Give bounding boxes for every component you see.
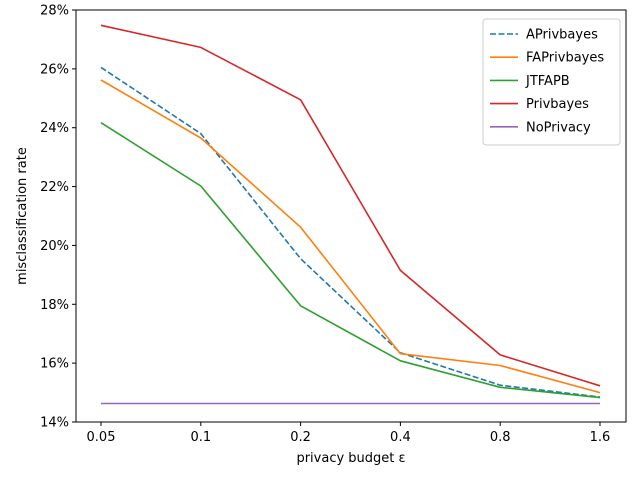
legend-label-aprivbayes: APrivbayes (526, 28, 598, 43)
y-tick-label: 20% (40, 239, 69, 254)
series-line-privbayes (100, 24, 601, 387)
y-axis-label: misclassification rate (15, 147, 30, 285)
series-line-faprivbayes (100, 79, 601, 394)
legend-label-faprivbayes: FAPrivbayes (526, 51, 604, 66)
x-tick-label: 1.6 (590, 430, 611, 445)
x-tick-label: 0.8 (490, 430, 511, 445)
x-axis: 0.05 0.1 0.2 0.4 0.8 1.6 (87, 422, 611, 445)
y-axis: 14% 16% 18% 20% 22% 24% 26% 28% (40, 4, 76, 431)
x-axis-label: privacy budget ε (296, 451, 405, 466)
legend: APrivbayes FAPrivbayes JTFAPB Privbayes NoPr… (482, 18, 621, 146)
legend-label-jtfapb: JTFAPB (525, 74, 570, 89)
x-tick-label: 0.4 (390, 430, 411, 445)
y-tick-label: 24% (40, 121, 69, 136)
x-tick-label: 0.1 (190, 430, 211, 445)
legend-label-noprivacy: NoPrivacy (526, 120, 591, 135)
x-tick-label: 0.2 (290, 430, 311, 445)
series-line-jtfapb (100, 122, 601, 399)
x-tick-label: 0.05 (87, 430, 116, 445)
legend-frame (482, 18, 621, 146)
series-line-aprivbayes (100, 66, 601, 398)
y-tick-label: 26% (40, 62, 69, 77)
y-tick-label: 14% (40, 416, 69, 431)
series-lines (100, 24, 601, 405)
legend-label-privbayes: Privbayes (526, 97, 589, 112)
y-tick-label: 22% (40, 180, 69, 195)
y-tick-label: 28% (40, 4, 69, 19)
y-tick-label: 18% (40, 298, 69, 313)
y-tick-label: 16% (40, 357, 69, 372)
plot-frame (75, 9, 627, 423)
